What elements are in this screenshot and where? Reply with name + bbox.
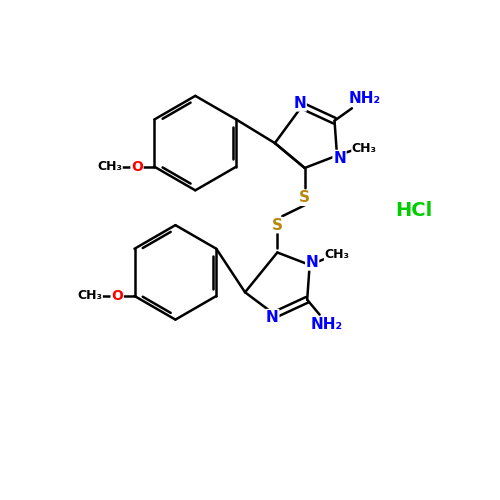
Text: S: S <box>272 218 283 232</box>
Text: CH₃: CH₃ <box>78 290 102 302</box>
Text: NH₂: NH₂ <box>311 317 343 332</box>
Text: HCl: HCl <box>396 200 432 220</box>
Text: CH₃: CH₃ <box>324 248 349 262</box>
Text: CH₃: CH₃ <box>97 160 122 173</box>
Text: N: N <box>294 96 306 111</box>
Text: N: N <box>306 255 318 270</box>
Text: N: N <box>333 150 346 166</box>
Text: O: O <box>131 160 143 173</box>
Text: N: N <box>266 310 279 324</box>
Text: O: O <box>111 289 123 303</box>
Text: S: S <box>299 190 310 206</box>
Text: NH₂: NH₂ <box>348 91 380 106</box>
Text: CH₃: CH₃ <box>352 142 377 154</box>
